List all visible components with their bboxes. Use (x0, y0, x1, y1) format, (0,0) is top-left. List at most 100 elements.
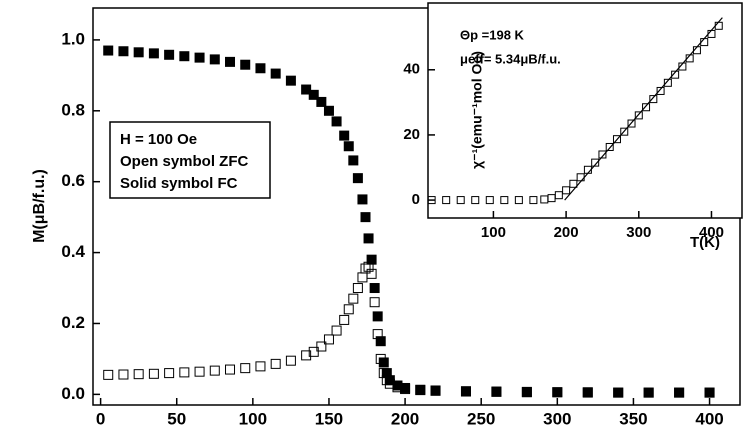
data-point (671, 70, 680, 79)
data-point (582, 387, 593, 398)
data-point (381, 375, 392, 386)
data-point (491, 386, 502, 397)
y-tick-label: 0.4 (61, 242, 85, 261)
annotation: Solid symbol FC (120, 175, 238, 192)
data-point (339, 314, 350, 325)
data-point (316, 341, 327, 352)
data-point (301, 84, 312, 95)
data-point (179, 51, 190, 62)
data-point (363, 233, 374, 244)
data-point (133, 369, 144, 380)
annotation: μeff= 5.34μB/f.u. (460, 51, 561, 66)
data-point (133, 47, 144, 58)
data-point (316, 96, 327, 107)
x-tick-label: 250 (467, 409, 495, 428)
data-point (460, 386, 471, 397)
data-point (634, 111, 643, 120)
data-point (384, 378, 395, 389)
annotation: Θp =198 K (460, 27, 525, 42)
data-point (369, 283, 380, 294)
data-point (372, 311, 383, 322)
data-point (348, 155, 359, 166)
data-point (471, 196, 480, 205)
y-tick-label: 0.8 (61, 100, 85, 119)
x-tick-label: 300 (626, 224, 651, 241)
data-point (562, 186, 571, 195)
data-point (179, 367, 190, 378)
plot: 100 200 300 400 0 20 40 Θp =198 K μeff= 5.34μB/f… (403, 2, 743, 251)
data-point (240, 59, 251, 70)
data-point (460, 386, 471, 397)
data-point (103, 369, 114, 380)
data-point (363, 261, 374, 272)
data-point (427, 196, 436, 205)
x-tick-label: 350 (619, 409, 647, 428)
data-point (500, 196, 509, 205)
x-tick-label: 150 (315, 409, 343, 428)
data-point (392, 382, 403, 393)
y-tick-label: 0.6 (61, 171, 85, 190)
data-point (209, 54, 220, 65)
data-point (521, 386, 532, 397)
data-point (270, 358, 281, 369)
data-point (704, 387, 715, 398)
data-point (663, 78, 672, 87)
data-point (225, 56, 236, 67)
data-point (164, 49, 175, 60)
data-point (164, 368, 175, 379)
data-point (343, 141, 354, 152)
data-point (323, 105, 334, 116)
fit-line (564, 17, 723, 201)
data-point (552, 387, 563, 398)
data-point (605, 142, 614, 151)
data-point (148, 48, 159, 59)
data-point (400, 384, 411, 395)
data-point (554, 191, 563, 200)
data-point (491, 386, 502, 397)
y-tick-label: 20 (403, 126, 420, 143)
data-point (118, 46, 129, 57)
y-tick-label: 0 (412, 191, 420, 208)
data-point (704, 387, 715, 398)
x-tick-label: 400 (699, 224, 724, 241)
data-point (521, 387, 532, 398)
data-point (357, 194, 368, 205)
x-axis-label: T(K) (690, 234, 720, 251)
x-tick-label: 100 (481, 224, 506, 241)
data-point (240, 363, 251, 374)
data-point (352, 173, 363, 184)
annotation: H = 100 Oe (120, 131, 197, 148)
data-point (331, 116, 342, 127)
data-point (674, 387, 685, 398)
x-tick-label: 300 (543, 409, 571, 428)
data-point (529, 196, 538, 205)
data-point (255, 63, 266, 74)
data-point (375, 336, 386, 347)
x-tick-label: 400 (695, 409, 723, 428)
y-tick-label: 40 (403, 61, 420, 78)
data-point (582, 387, 593, 398)
data-point (415, 385, 426, 396)
data-point (285, 75, 296, 86)
data-point (514, 196, 523, 205)
data-point (569, 179, 578, 188)
data-point (194, 52, 205, 63)
data-point (148, 368, 159, 379)
x-tick-label: 200 (391, 409, 419, 428)
data-point (255, 361, 266, 372)
data-point (612, 135, 621, 144)
data-point (360, 212, 371, 223)
data-point (366, 254, 377, 265)
data-point (415, 384, 426, 395)
data-point (485, 196, 494, 205)
data-point (456, 196, 465, 205)
data-point (642, 103, 651, 112)
data-point (301, 350, 312, 361)
data-point (352, 283, 363, 294)
y-axis-label: M(μB/f.u.) (31, 169, 48, 243)
data-point (643, 387, 654, 398)
data-point (369, 297, 380, 308)
data-point (343, 304, 354, 315)
